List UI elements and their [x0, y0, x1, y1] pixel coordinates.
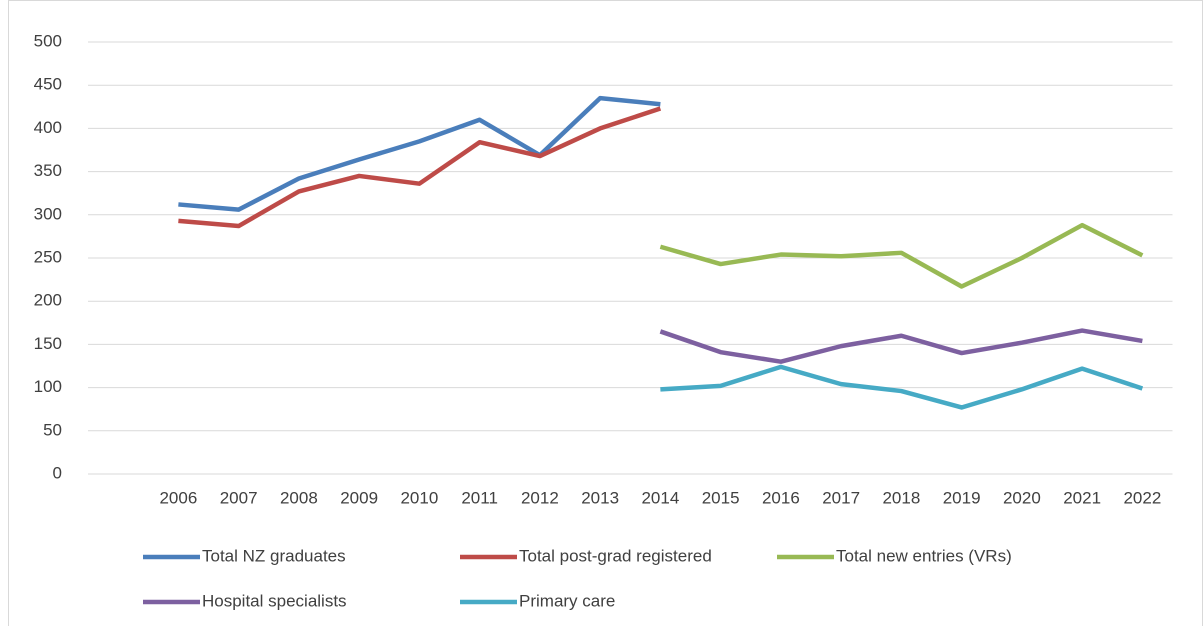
- x-tick-label: 2016: [762, 488, 800, 507]
- y-tick-label: 200: [34, 291, 62, 310]
- y-tick-label: 500: [34, 31, 62, 50]
- y-tick-label: 100: [34, 377, 62, 396]
- x-tick-label: 2011: [461, 488, 498, 507]
- x-tick-label: 2009: [340, 488, 378, 507]
- x-tick-label: 2019: [943, 488, 981, 507]
- x-tick-label: 2008: [280, 488, 318, 507]
- legend-label: Hospital specialists: [202, 591, 347, 610]
- x-tick-label: 2022: [1123, 488, 1161, 507]
- x-tick-label: 2012: [521, 488, 559, 507]
- x-tick-label: 2013: [581, 488, 619, 507]
- x-tick-label: 2021: [1063, 488, 1101, 507]
- x-tick-label: 2017: [822, 488, 860, 507]
- y-tick-label: 0: [53, 463, 62, 482]
- y-tick-label: 450: [34, 75, 62, 94]
- y-tick-label: 400: [34, 118, 62, 137]
- x-tick-label: 2015: [702, 488, 740, 507]
- legend-label: Total NZ graduates: [202, 546, 346, 565]
- legend-label: Total new entries (VRs): [836, 546, 1012, 565]
- legend-label: Primary care: [519, 591, 615, 610]
- legend-label: Total post-grad registered: [519, 546, 712, 565]
- series-line: [659, 222, 1144, 289]
- chart-border: [8, 0, 1203, 626]
- x-tick-label: 2007: [220, 488, 258, 507]
- x-tick-label: 2014: [641, 488, 679, 507]
- series-line: [660, 364, 1144, 410]
- series-line: [178, 106, 662, 229]
- x-tick-label: 2010: [400, 488, 438, 507]
- x-tick-label: 2020: [1003, 488, 1041, 507]
- y-tick-label: 50: [43, 420, 62, 439]
- y-tick-label: 350: [34, 161, 62, 180]
- y-tick-label: 250: [34, 247, 62, 266]
- series-line: [178, 95, 661, 212]
- y-tick-label: 300: [34, 204, 62, 223]
- x-tick-label: 2018: [882, 488, 920, 507]
- y-tick-label: 150: [34, 334, 62, 353]
- x-tick-label: 2006: [159, 488, 197, 507]
- series-line: [659, 328, 1143, 364]
